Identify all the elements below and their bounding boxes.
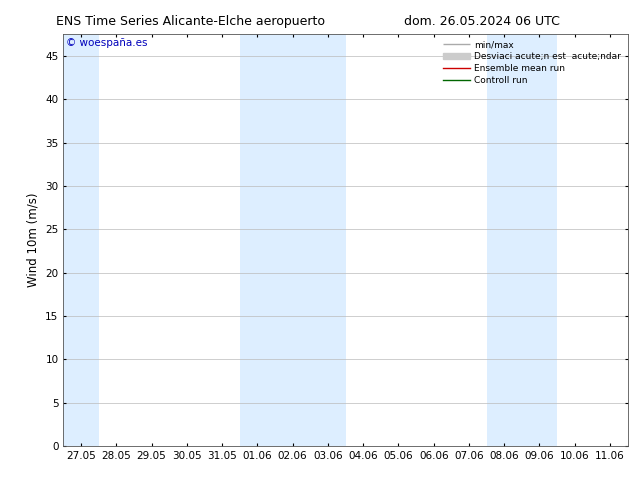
Bar	[240, 34, 346, 446]
Y-axis label: Wind 10m (m/s): Wind 10m (m/s)	[27, 193, 40, 287]
Text: ENS Time Series Alicante-Elche aeropuerto: ENS Time Series Alicante-Elche aeropuert…	[56, 15, 325, 28]
Bar	[487, 34, 557, 446]
Text: dom. 26.05.2024 06 UTC: dom. 26.05.2024 06 UTC	[404, 15, 560, 28]
Legend: min/max, Desviaci acute;n est  acute;ndar, Ensemble mean run, Controll run: min/max, Desviaci acute;n est acute;ndar…	[441, 39, 623, 87]
Text: © woespaña.es: © woespaña.es	[66, 38, 148, 49]
Bar	[63, 34, 99, 446]
